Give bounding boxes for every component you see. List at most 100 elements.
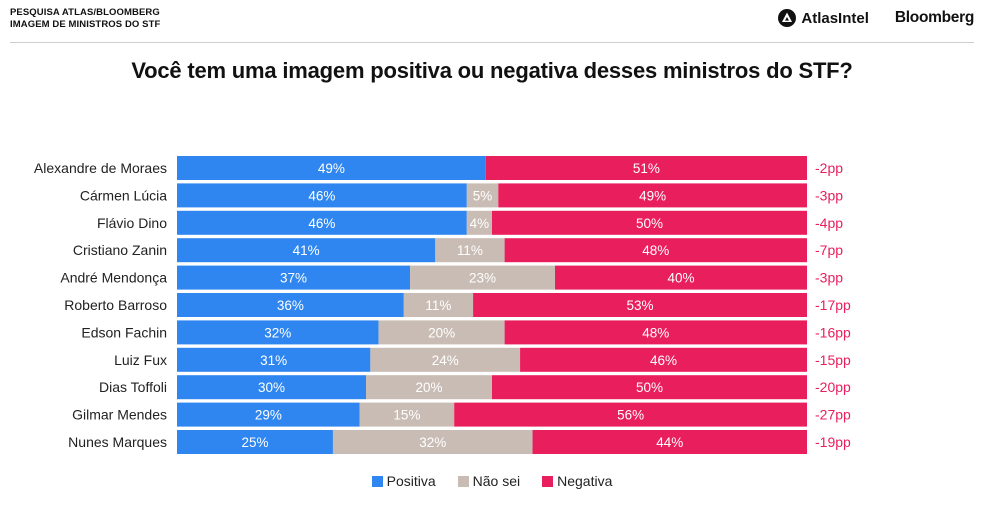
category-label: Flávio Dino bbox=[97, 215, 167, 231]
header-source: PESQUISA ATLAS/BLOOMBERG IMAGEM DE MINIS… bbox=[10, 7, 160, 31]
bar-positiva bbox=[177, 293, 404, 317]
header-divider bbox=[10, 42, 974, 43]
data-label-negativa: 50% bbox=[636, 216, 663, 231]
data-label-positiva: 36% bbox=[277, 298, 304, 313]
data-label-nao-sei: 32% bbox=[419, 435, 446, 450]
bar-negativa bbox=[555, 265, 807, 290]
bar-positiva bbox=[177, 347, 371, 372]
net-label: -15pp bbox=[815, 352, 851, 368]
bar-nao-sei bbox=[466, 183, 499, 208]
legend-item-nao-sei: Não sei bbox=[457, 473, 521, 489]
data-label-negativa: 48% bbox=[642, 243, 669, 258]
bar-nao-sei bbox=[366, 375, 492, 400]
bar-positiva bbox=[177, 156, 486, 180]
data-label-nao-sei: 11% bbox=[425, 298, 451, 313]
bar-positiva bbox=[177, 320, 379, 345]
data-label-negativa: 56% bbox=[617, 408, 644, 423]
data-label-nao-sei: 5% bbox=[473, 188, 493, 203]
data-label-negativa: 48% bbox=[642, 325, 669, 340]
data-label-negativa: 49% bbox=[639, 188, 666, 203]
data-label-positiva: 25% bbox=[241, 435, 268, 450]
data-label-negativa: 40% bbox=[667, 271, 694, 286]
data-label-positiva: 49% bbox=[318, 161, 345, 176]
bar-nao-sei bbox=[332, 430, 533, 454]
legend-swatch-positiva bbox=[371, 475, 383, 487]
data-label-nao-sei: 4% bbox=[470, 216, 490, 231]
data-label-negativa: 51% bbox=[633, 161, 660, 176]
data-label-positiva: 31% bbox=[260, 353, 287, 368]
legend-label-nao-sei: Não sei bbox=[472, 473, 521, 489]
chart-legend: Positiva Não sei Negativa bbox=[0, 473, 984, 489]
data-label-nao-sei: 24% bbox=[432, 353, 459, 368]
bar-negativa bbox=[498, 183, 807, 208]
bar-positiva bbox=[177, 375, 366, 400]
bar-negativa bbox=[454, 402, 807, 427]
bar-nao-sei bbox=[466, 210, 492, 235]
bar-negativa bbox=[492, 375, 807, 400]
bar-negativa bbox=[520, 347, 807, 372]
legend-swatch-nao-sei bbox=[457, 475, 469, 487]
net-label: -3pp bbox=[815, 270, 843, 286]
data-label-positiva: 30% bbox=[258, 380, 285, 395]
legend-item-positiva: Positiva bbox=[371, 473, 436, 489]
data-label-negativa: 44% bbox=[656, 435, 683, 450]
legend-swatch-negativa bbox=[542, 475, 554, 487]
net-label: -16pp bbox=[815, 324, 851, 340]
data-label-nao-sei: 20% bbox=[415, 380, 442, 395]
bar-positiva bbox=[177, 430, 333, 454]
bar-nao-sei bbox=[403, 293, 474, 317]
data-label-positiva: 32% bbox=[264, 325, 291, 340]
legend-label-positiva: Positiva bbox=[386, 473, 436, 489]
data-label-positiva: 29% bbox=[255, 408, 282, 423]
atlasintel-logo: AtlasIntel bbox=[777, 8, 869, 28]
category-label: Edson Fachin bbox=[81, 324, 167, 340]
legend-label-negativa: Negativa bbox=[557, 473, 613, 489]
data-label-nao-sei: 23% bbox=[469, 271, 496, 286]
bar-positiva bbox=[177, 183, 467, 208]
net-label: -4pp bbox=[815, 215, 843, 231]
bar-negativa bbox=[473, 293, 807, 317]
legend-item-negativa: Negativa bbox=[542, 473, 612, 489]
category-label: André Mendonça bbox=[60, 270, 167, 286]
bar-positiva bbox=[177, 238, 436, 263]
bar-nao-sei bbox=[359, 402, 455, 427]
category-label: Nunes Marques bbox=[68, 434, 167, 450]
bar-positiva bbox=[177, 402, 360, 427]
net-label: -2pp bbox=[815, 160, 843, 176]
net-label: -19pp bbox=[815, 434, 851, 450]
data-label-nao-sei: 11% bbox=[457, 243, 483, 258]
data-label-nao-sei: 15% bbox=[393, 408, 420, 423]
category-label: Alexandre de Moraes bbox=[34, 160, 167, 176]
category-label: Roberto Barroso bbox=[64, 297, 167, 313]
data-label-nao-sei: 20% bbox=[428, 325, 455, 340]
bar-negativa bbox=[504, 238, 807, 263]
header-line-2: IMAGEM DE MINISTROS DO STF bbox=[10, 19, 161, 30]
data-label-negativa: 46% bbox=[650, 353, 677, 368]
category-label: Cristiano Zanin bbox=[73, 242, 167, 258]
data-label-negativa: 50% bbox=[636, 380, 663, 395]
category-label: Cármen Lúcia bbox=[80, 187, 167, 203]
bar-negativa bbox=[492, 210, 807, 235]
bar-positiva bbox=[177, 265, 411, 290]
category-label: Luiz Fux bbox=[114, 352, 167, 368]
net-label: -20pp bbox=[815, 379, 851, 395]
category-label: Gilmar Mendes bbox=[72, 407, 167, 423]
net-label: -27pp bbox=[815, 407, 851, 423]
data-label-negativa: 53% bbox=[627, 298, 654, 313]
category-label: Dias Toffoli bbox=[99, 379, 167, 395]
bar-nao-sei bbox=[410, 265, 555, 290]
net-label: -7pp bbox=[815, 242, 843, 258]
atlas-triangle-icon bbox=[778, 9, 797, 27]
bloomberg-logo: Bloomberg bbox=[894, 9, 974, 26]
data-label-positiva: 46% bbox=[308, 216, 335, 231]
bar-nao-sei bbox=[370, 347, 521, 372]
data-label-positiva: 37% bbox=[280, 271, 307, 286]
bar-positiva bbox=[177, 210, 467, 235]
net-label: -17pp bbox=[815, 297, 851, 313]
net-label: -3pp bbox=[815, 187, 843, 203]
atlasintel-wordmark: AtlasIntel bbox=[801, 9, 869, 27]
bar-nao-sei bbox=[435, 238, 505, 263]
bar-negativa bbox=[485, 156, 807, 180]
chart-title: Você tem uma imagem positiva ou negativa… bbox=[131, 58, 853, 83]
